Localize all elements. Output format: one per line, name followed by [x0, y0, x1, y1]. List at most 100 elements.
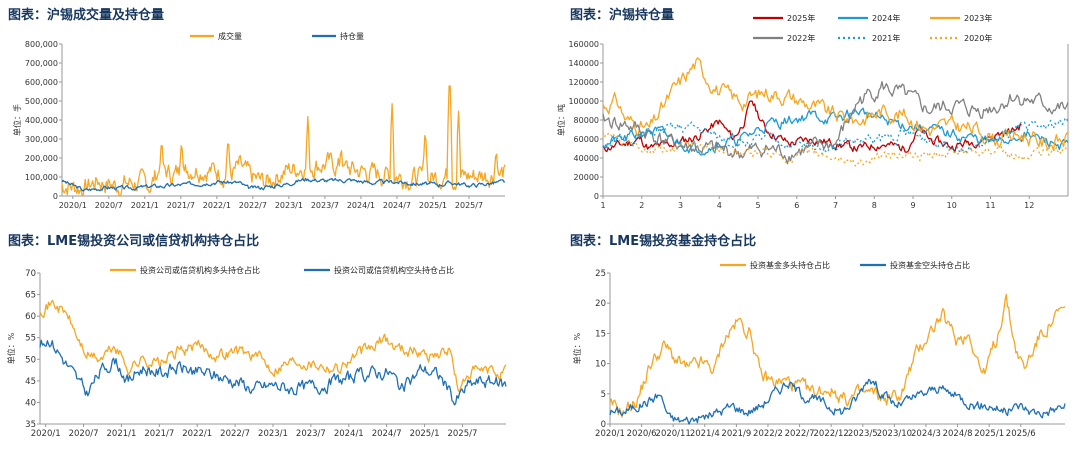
panel-shfe-volume-oi: 图表：沪锡成交量及持仓量 0 100,000 200,000 300,000 400,0…: [0, 0, 540, 226]
x-tick-label: 2023/1: [275, 201, 303, 210]
y-tick-label: 60000: [574, 135, 599, 144]
y-tick-label: 600,000: [25, 78, 58, 87]
x-tick-label: 2020/1: [595, 429, 625, 439]
x-tick-label: 2020/7: [69, 429, 99, 439]
y-tick-label: 0: [601, 420, 606, 430]
y-tick-label: 400,000: [25, 116, 58, 125]
legend-label-1: 持仓量: [340, 31, 364, 41]
y-tick-label: 140000: [568, 59, 599, 68]
y-tick-label: 40: [25, 398, 36, 408]
y-tick-label: 800,000: [25, 40, 58, 49]
x-tick-label: 11: [985, 201, 995, 210]
y-tick-label: 0: [53, 192, 58, 201]
x-tick-label: 2024/7: [383, 201, 411, 210]
y-tick-label: 20000: [574, 173, 599, 182]
x-tick-label: 2023/1: [258, 429, 288, 439]
y-tick-label: 700,000: [25, 59, 58, 68]
y-tick-label: 100,000: [25, 173, 58, 182]
legend-label-1: 2024年: [872, 13, 900, 23]
y-tick-label: 70: [25, 269, 36, 279]
x-tick-label: 2020/7: [95, 201, 123, 210]
x-tick-label: 1: [600, 201, 605, 210]
series-line-2: [602, 57, 1069, 152]
x-tick-label: 2021/9: [721, 429, 751, 439]
chart-svg-shfe-oi-yearly: 0 20000 40000 60000 80000 100000 120000 140000 1…: [556, 13, 1069, 210]
chart-title-1: 图表：沪锡成交量及持仓量: [8, 8, 165, 23]
y-tick-label: 65: [25, 291, 36, 301]
x-tick-label: 2025/1: [410, 429, 440, 439]
x-tick-label: 2025/1: [419, 201, 447, 210]
y-axis-label: 单位：%: [572, 332, 582, 364]
y-tick-label: 5: [601, 390, 606, 400]
series-line-3: [602, 81, 1069, 165]
y-tick-label: 20: [595, 299, 606, 309]
panel-lme-fund-share: 图表：LME锡投资基金持仓占比 0 5 10 15 20 25 2020/1 2020/6 20…: [540, 226, 1080, 453]
legend-label-0: 投资基金多头持仓占比: [750, 260, 830, 270]
y-tick-label: 100000: [568, 97, 599, 106]
panel-shfe-oi-yearly: 图表：沪锡持仓量 0 20000 40000 60000 80000 100000 1200…: [540, 0, 1080, 226]
x-tick-label: 2022/7: [220, 429, 250, 439]
y-tick-label: 35: [25, 420, 36, 430]
x-tick-label: 2020/1: [31, 429, 61, 439]
legend-label-2: 2023年: [964, 13, 992, 23]
x-tick-label: 2024/1: [334, 429, 364, 439]
y-tick-label: 10: [595, 360, 606, 370]
x-tick-label: 2022/1: [203, 201, 231, 210]
legend-label-0: 2025年: [787, 13, 815, 23]
y-axis-label: 单位：吨: [556, 104, 566, 136]
x-tick-label: 2025/1: [974, 429, 1004, 439]
chart-title-3: 图表：LME锡投资公司或信贷机构持仓占比: [8, 234, 260, 249]
x-tick-label: 2022/7: [239, 201, 267, 210]
y-tick-label: 300,000: [25, 135, 58, 144]
legend-label-5: 2020年: [964, 33, 992, 43]
legend-label-1: 投资公司或信贷机构空头持仓占比: [334, 265, 454, 275]
x-tick-label: 9: [910, 201, 915, 210]
legend-label-4: 2021年: [872, 33, 900, 43]
x-tick-label: 2022/2: [753, 429, 783, 439]
y-tick-label: 55: [25, 334, 36, 344]
series-line-5: [602, 132, 1069, 168]
x-tick-label: 2024/7: [372, 429, 402, 439]
x-tick-label: 2022/12: [814, 429, 849, 439]
chart-title-4: 图表：LME锡投资基金持仓占比: [570, 234, 757, 249]
y-tick-label: 45: [25, 377, 36, 387]
x-tick-label: 2020/11: [656, 429, 691, 439]
x-tick-label: 10: [947, 201, 957, 210]
series-line-1: [39, 339, 507, 406]
chart-svg-shfe-volume-oi: 0 100,000 200,000 300,000 400,000 500,000 600,…: [12, 31, 506, 210]
y-tick-label: 80000: [574, 116, 599, 125]
x-tick-label: 2023/7: [296, 429, 326, 439]
legend-label-3: 2022年: [787, 33, 815, 43]
series-line-4: [602, 117, 1069, 155]
x-tick-label: 2023/10: [877, 429, 912, 439]
series-line-0: [609, 293, 1066, 418]
x-tick-label: 7: [833, 201, 838, 210]
x-tick-label: 2025/7: [455, 201, 483, 210]
x-tick-label: 8: [872, 201, 877, 210]
x-tick-label: 2025/6: [1006, 429, 1036, 439]
y-tick-label: 160000: [568, 40, 599, 49]
series-line-1: [609, 378, 1066, 425]
x-tick-label: 2020/1: [59, 201, 87, 210]
x-tick-label: 4: [717, 201, 722, 210]
x-tick-label: 2021/7: [167, 201, 195, 210]
y-tick-label: 500,000: [25, 97, 58, 106]
legend-label-0: 投资公司或信贷机构多头持仓占比: [140, 265, 260, 275]
x-tick-label: 2025/7: [447, 429, 477, 439]
x-tick-label: 2023/5: [848, 429, 878, 439]
y-tick-label: 40000: [574, 154, 599, 163]
x-tick-label: 2022/7: [785, 429, 815, 439]
series-line-1: [61, 177, 506, 192]
y-axis-label: 单位：手: [12, 104, 22, 136]
chart-svg-lme-credit-share: 35 40 45 50 55 60 65 70 2020/1 2020/7 2021/1 2021/7…: [6, 265, 507, 439]
y-tick-label: 50: [25, 355, 36, 365]
y-tick-label: 15: [595, 329, 606, 339]
x-tick-label: 2021/4: [690, 429, 720, 439]
x-tick-label: 12: [1024, 201, 1034, 210]
x-tick-label: 5: [755, 201, 760, 210]
y-tick-label: 120000: [568, 78, 599, 87]
x-tick-label: 2021/7: [144, 429, 174, 439]
x-tick-label: 2024/8: [943, 429, 973, 439]
y-axis-label: 单位：%: [6, 332, 16, 364]
